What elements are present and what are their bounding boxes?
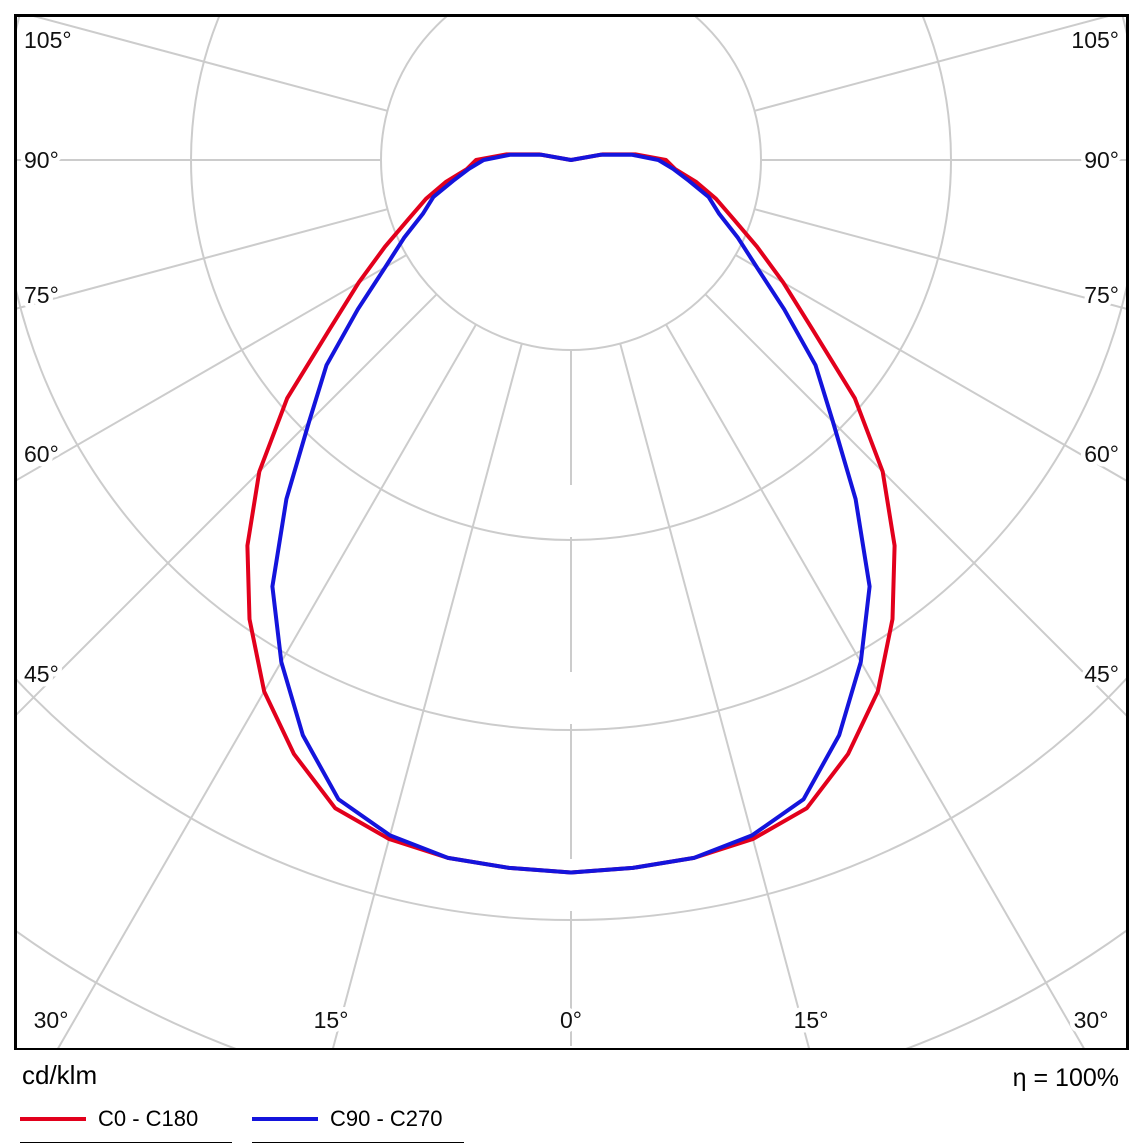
grid-radial-line	[57, 324, 477, 1048]
intensity-curves	[245, 152, 897, 875]
angle-tick-label: 75°	[24, 282, 59, 308]
angle-tick-label: 90°	[24, 147, 59, 173]
angle-tick-label: 45°	[24, 661, 59, 687]
angle-tick-label: 30°	[1074, 1007, 1109, 1033]
polar-grid	[17, 17, 1126, 1048]
grid-radial-line	[754, 208, 1126, 310]
angle-tick-label: 15°	[794, 1007, 829, 1033]
polar-plot-canvas: 105° 90° 75° 60° 45° 105° 90° 75° 60° 45° 30° 15° 0°…	[14, 14, 1129, 1051]
angle-tick-label: 60°	[1084, 441, 1119, 467]
units-label: cd/klm	[22, 1060, 98, 1090]
angle-tick-label: 105°	[24, 27, 72, 53]
grid-radial-line	[17, 208, 388, 310]
angle-tick-label: 0°	[560, 1007, 582, 1033]
legend-label-c90-c270: C90 - C270	[330, 1106, 443, 1131]
footer: cd/klm C0 - C180 C90 - C270 η = 100%	[0, 1050, 1143, 1143]
plot-border	[14, 14, 1129, 1051]
angle-tick-label: 75°	[1084, 282, 1119, 308]
grid-radial-line	[665, 324, 1085, 1048]
angle-tick-label: 30°	[34, 1007, 69, 1033]
grid-radial-line	[754, 17, 1109, 112]
grid-radial-line	[17, 254, 407, 482]
legend-line-blue	[252, 1117, 318, 1121]
legend-line-red	[20, 1117, 86, 1121]
curve-c90-c270	[270, 152, 872, 875]
grid-radial-line	[735, 254, 1126, 482]
angle-tick-label: 15°	[314, 1007, 349, 1033]
grid-radial-line	[704, 293, 1126, 717]
grid-radial-line	[619, 343, 810, 1048]
angle-tick-label: 90°	[1084, 147, 1119, 173]
angle-tick-label: 45°	[1084, 661, 1119, 687]
angle-labels: 105° 90° 75° 60° 45° 105° 90° 75° 60° 45° 30° 15° 0°…	[20, 23, 1124, 1038]
efficiency-label: η = 100%	[1012, 1064, 1119, 1092]
grid-radial-line	[33, 17, 388, 112]
angle-tick-label: 105°	[1071, 27, 1119, 53]
grid-radial-line	[17, 293, 438, 716]
plot-background	[15, 15, 1128, 1050]
legend-entry-c0-c180: C0 - C180	[20, 1106, 232, 1143]
legend-label-c0-c180: C0 - C180	[98, 1106, 199, 1131]
grid-radial-line	[332, 343, 523, 1048]
angle-tick-label: 60°	[24, 441, 59, 467]
legend-entry-c90-c270: C90 - C270	[252, 1106, 464, 1143]
legend: C0 - C180 C90 - C270	[20, 1106, 464, 1143]
